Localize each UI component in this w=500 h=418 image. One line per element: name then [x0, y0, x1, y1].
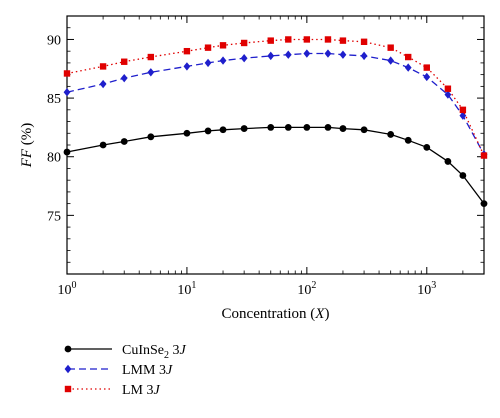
data-point — [459, 172, 467, 179]
data-point — [387, 131, 395, 138]
data-point — [219, 126, 227, 134]
data-point — [204, 58, 212, 68]
y-tick-label: 75 — [47, 209, 61, 224]
data-point — [99, 63, 107, 70]
legend-label: CuInSe2 3J — [122, 343, 187, 361]
y-tick-label: 85 — [47, 92, 61, 107]
x-tick-label: 101 — [177, 280, 196, 298]
data-point — [339, 125, 347, 132]
data-point — [204, 44, 212, 51]
data-point — [404, 63, 412, 72]
series-2 — [63, 36, 488, 159]
y-axis-label: FF (%) — [19, 123, 35, 169]
data-point — [303, 49, 311, 58]
data-point — [423, 72, 431, 82]
data-point — [360, 51, 368, 61]
data-point — [444, 158, 452, 165]
series-line — [66, 126, 485, 204]
legend-marker — [64, 364, 72, 374]
data-point — [404, 136, 412, 144]
data-point — [405, 53, 412, 61]
data-point — [120, 138, 128, 145]
data-point — [240, 125, 248, 132]
legend-entry: LMM 3J — [64, 363, 173, 378]
data-point — [267, 51, 275, 61]
legend-marker — [64, 385, 72, 393]
series-line — [66, 52, 485, 155]
data-point — [285, 36, 292, 43]
data-point — [480, 200, 488, 208]
legend-entry: CuInSe2 3J — [64, 343, 187, 361]
data-point — [303, 124, 311, 131]
data-point — [387, 44, 394, 51]
data-point — [387, 56, 395, 65]
data-point — [360, 126, 368, 134]
data-point — [147, 68, 155, 77]
legend-label: LMM 3J — [122, 363, 173, 378]
data-point — [99, 79, 107, 89]
data-point — [147, 133, 155, 141]
x-tick-label: 103 — [417, 280, 436, 298]
data-point — [204, 127, 212, 135]
series-1 — [63, 49, 488, 159]
data-point — [324, 124, 332, 131]
y-tick-label: 90 — [47, 33, 61, 48]
data-point — [459, 106, 467, 114]
data-point — [267, 37, 274, 44]
data-point — [267, 124, 275, 131]
data-point — [240, 54, 248, 63]
data-point — [240, 39, 248, 47]
data-point — [183, 47, 191, 55]
data-point — [423, 143, 431, 151]
data-point — [219, 56, 227, 65]
data-point — [324, 49, 332, 58]
legend-label: LM 3J — [122, 383, 161, 398]
data-point — [423, 64, 430, 71]
data-point — [63, 148, 71, 156]
data-point — [480, 152, 488, 159]
data-point — [444, 85, 452, 92]
x-axis-label: Concentration (X) — [222, 306, 330, 322]
data-point — [63, 88, 71, 97]
data-point — [99, 141, 107, 149]
data-point — [339, 50, 347, 59]
data-point — [324, 36, 332, 43]
x-tick-label: 102 — [297, 280, 316, 298]
data-point — [147, 53, 155, 61]
data-point — [219, 42, 227, 49]
data-point — [303, 36, 311, 43]
legend-entry: LM 3J — [64, 383, 161, 398]
series-line — [66, 38, 485, 156]
data-point — [120, 73, 128, 83]
data-point — [183, 129, 191, 137]
data-point — [183, 62, 191, 71]
data-point — [63, 70, 71, 77]
data-point — [284, 124, 292, 131]
x-tick-label: 100 — [58, 280, 77, 298]
data-point — [284, 50, 292, 59]
data-point — [121, 58, 128, 65]
data-point — [339, 37, 347, 44]
series-0 — [63, 124, 488, 208]
data-point — [444, 90, 452, 99]
legend-marker — [64, 345, 72, 353]
data-point — [360, 38, 368, 45]
y-tick-label: 80 — [47, 151, 61, 166]
